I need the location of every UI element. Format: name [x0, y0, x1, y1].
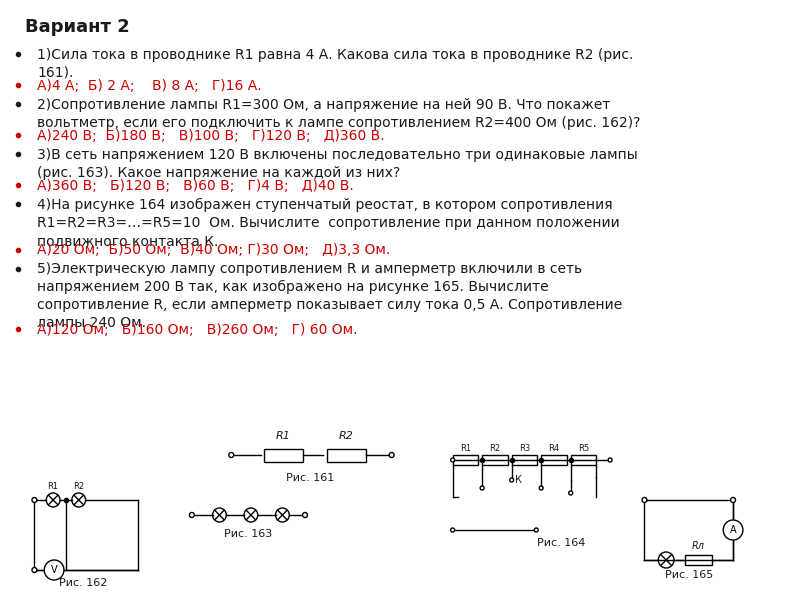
Circle shape	[44, 560, 64, 580]
Bar	[453, 455, 478, 465]
Text: 1)Сила тока в проводнике R1 равна 4 А. Какова сила тока в проводнике R2 (рис.
16: 1)Сила тока в проводнике R1 равна 4 А. К…	[38, 48, 634, 80]
Text: A: A	[730, 525, 736, 535]
Circle shape	[450, 528, 454, 532]
Circle shape	[32, 497, 37, 503]
Bar	[685, 555, 712, 565]
Text: R2: R2	[490, 444, 501, 453]
Text: R2: R2	[73, 482, 84, 491]
Bar	[512, 455, 538, 465]
Text: Rл: Rл	[692, 541, 705, 551]
Text: V: V	[51, 565, 58, 575]
Circle shape	[642, 497, 647, 503]
Circle shape	[32, 568, 37, 572]
Text: 3)В сеть напряжением 120 В включены последовательно три одинаковые лампы
(рис. 1: 3)В сеть напряжением 120 В включены посл…	[38, 148, 638, 180]
Text: А)4 А;  Б) 2 А;    В) 8 А;   Г)16 А.: А)4 А; Б) 2 А; В) 8 А; Г)16 А.	[38, 79, 262, 93]
Text: R5: R5	[578, 444, 589, 453]
Circle shape	[608, 458, 612, 462]
Circle shape	[510, 478, 514, 482]
Text: Рис. 162: Рис. 162	[59, 578, 108, 588]
Text: R1: R1	[47, 482, 58, 491]
Text: Рис. 165: Рис. 165	[665, 570, 713, 580]
Text: Рис. 164: Рис. 164	[537, 538, 585, 548]
Text: А)360 В;   Б)120 В;   В)60 В;   Г)4 В;   Д)40 В.: А)360 В; Б)120 В; В)60 В; Г)4 В; Д)40 В.	[38, 179, 354, 193]
Circle shape	[534, 528, 538, 532]
Bar	[326, 449, 366, 461]
Text: R3: R3	[519, 444, 530, 453]
Text: Вариант 2: Вариант 2	[25, 18, 130, 36]
Text: R1: R1	[276, 431, 291, 441]
Text: А)120 Ом;   Б)160 Ом;   В)260 Ом;   Г) 60 Ом.: А)120 Ом; Б)160 Ом; В)260 Ом; Г) 60 Ом.	[38, 323, 358, 337]
Bar	[541, 455, 566, 465]
Circle shape	[480, 486, 484, 490]
Text: 4)На рисунке 164 изображен ступенчатый реостат, в котором сопротивления
R1=R2=R3: 4)На рисунке 164 изображен ступенчатый р…	[38, 198, 620, 248]
Text: R2: R2	[339, 431, 354, 441]
Circle shape	[389, 452, 394, 457]
Text: К: К	[514, 475, 522, 485]
Text: А)20 Ом;  Б)50 Ом;  В)40 Ом; Г)30 Ом;   Д)3,3 Ом.: А)20 Ом; Б)50 Ом; В)40 Ом; Г)30 Ом; Д)3,…	[38, 244, 390, 257]
Text: Рис. 163: Рис. 163	[224, 529, 272, 539]
Text: Рис. 161: Рис. 161	[286, 473, 334, 483]
Text: R1: R1	[460, 444, 471, 453]
Bar	[482, 455, 508, 465]
Text: 2)Сопротивление лампы R1=300 Ом, а напряжение на ней 90 В. Что покажет
вольтметр: 2)Сопротивление лампы R1=300 Ом, а напря…	[38, 98, 641, 130]
Text: R4: R4	[549, 444, 559, 453]
Bar	[264, 449, 303, 461]
Text: 5)Электрическую лампу сопротивлением R и амперметр включили в сеть
напряжением 2: 5)Электрическую лампу сопротивлением R и…	[38, 263, 622, 330]
Text: А)240 В;  Б)180 В;   В)100 В;   Г)120 В;   Д)360 В.: А)240 В; Б)180 В; В)100 В; Г)120 В; Д)36…	[38, 129, 385, 143]
Bar	[570, 455, 596, 465]
Circle shape	[302, 512, 307, 517]
Circle shape	[450, 458, 454, 462]
Circle shape	[190, 512, 194, 517]
Circle shape	[723, 520, 743, 540]
Circle shape	[539, 486, 543, 490]
Circle shape	[730, 497, 735, 503]
Circle shape	[569, 491, 573, 495]
Circle shape	[229, 452, 234, 457]
